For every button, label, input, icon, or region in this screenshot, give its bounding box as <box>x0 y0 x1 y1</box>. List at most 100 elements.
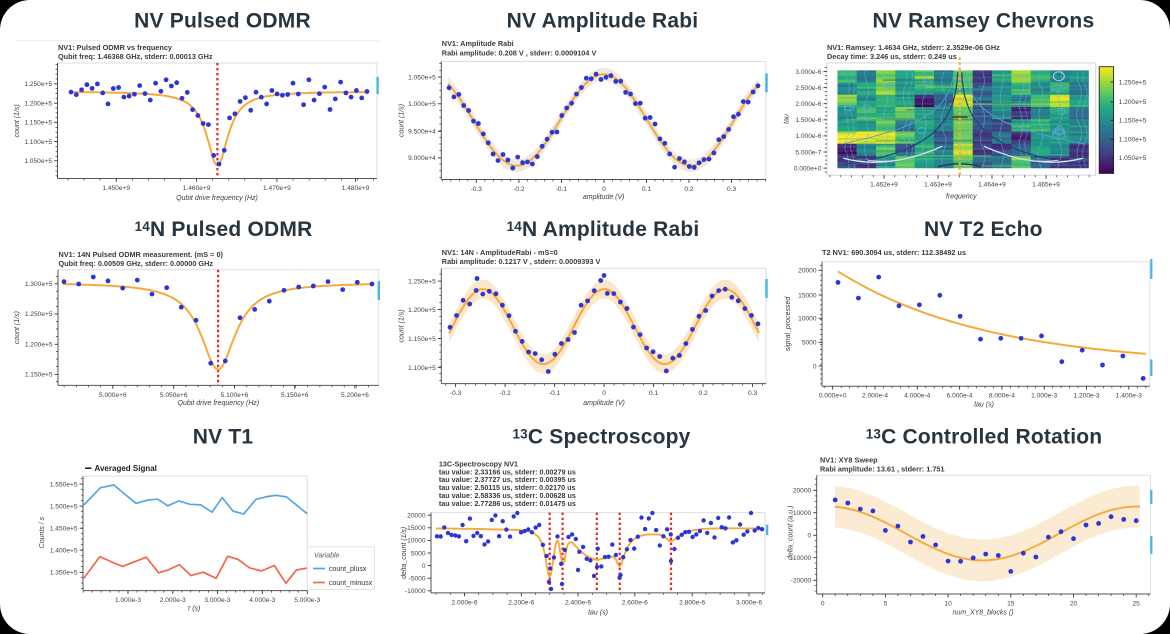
svg-text:5.100e+6: 5.100e+6 <box>221 392 249 399</box>
svg-text:15000: 15000 <box>798 292 817 299</box>
svg-text:2.000e-3: 2.000e-3 <box>160 597 186 604</box>
svg-text:25: 25 <box>1133 601 1141 608</box>
svg-text:1.000e-3: 1.000e-3 <box>1031 393 1057 400</box>
svg-text:NV T1: NV T1 <box>193 426 254 449</box>
svg-text:9.500e+4: 9.500e+4 <box>408 129 436 136</box>
svg-text:2.400e-6: 2.400e-6 <box>565 599 591 606</box>
svg-text:1.150e+5: 1.150e+5 <box>24 120 52 127</box>
svg-text:8.000e-4: 8.000e-4 <box>989 393 1015 400</box>
svg-text:0: 0 <box>808 533 812 540</box>
svg-text:-0.1: -0.1 <box>556 186 568 193</box>
svg-text:15000: 15000 <box>407 525 426 532</box>
svg-text:-0.1: -0.1 <box>549 390 561 397</box>
svg-text:5: 5 <box>884 601 888 608</box>
svg-text:NV1: 14N Pulsed ODMR measureme: NV1: 14N Pulsed ODMR measurement. (mS = … <box>59 250 224 259</box>
svg-text:-20000: -20000 <box>791 578 812 585</box>
svg-text:2.000e-4: 2.000e-4 <box>862 393 888 400</box>
svg-text:0: 0 <box>602 186 606 193</box>
svg-text:1.050e+5: 1.050e+5 <box>408 74 436 81</box>
svg-text:NV Ramsey Chevrons: NV Ramsey Chevrons <box>872 10 1094 33</box>
svg-text:Variable: Variable <box>314 553 340 560</box>
svg-text:5000: 5000 <box>411 550 426 557</box>
svg-text:1.100e+5: 1.100e+5 <box>1119 137 1147 144</box>
svg-text:-0.2: -0.2 <box>513 186 525 193</box>
svg-text:-5000: -5000 <box>409 576 426 583</box>
svg-text:-0.2: -0.2 <box>499 390 511 397</box>
svg-text:Qubit freq: 0.00509 GHz, stder: Qubit freq: 0.00509 GHz, stderr: 0.00000… <box>59 259 214 268</box>
svg-text:1.462e+9: 1.462e+9 <box>870 182 898 189</box>
svg-text:Rabi amplitude: 0.1217 V , std: Rabi amplitude: 0.1217 V , stderr: 0.000… <box>442 257 601 266</box>
svg-text:3.000e-3: 3.000e-3 <box>204 597 230 604</box>
svg-text:10000: 10000 <box>798 316 817 323</box>
svg-text:0.2: 0.2 <box>699 390 708 397</box>
svg-text:signal_processed: signal_processed <box>785 296 792 352</box>
svg-text:frequency: frequency <box>946 194 977 201</box>
svg-text:10000: 10000 <box>407 538 426 545</box>
svg-text:1.400e+5: 1.400e+5 <box>50 548 78 555</box>
svg-text:delta_count (1/s): delta_count (1/s) <box>401 527 408 579</box>
svg-text:1.250e+5: 1.250e+5 <box>24 81 52 88</box>
svg-text:1.100e+5: 1.100e+5 <box>24 139 52 146</box>
svg-text:tau value: 2.58336 us, stderr:: tau value: 2.58336 us, stderr: 0.00628 u… <box>439 491 576 500</box>
svg-text:0: 0 <box>821 601 825 608</box>
svg-text:5000: 5000 <box>802 340 817 347</box>
svg-text:20000: 20000 <box>793 488 812 495</box>
svg-text:Averaged Signal: Averaged Signal <box>95 464 157 473</box>
svg-text:0.000e+0: 0.000e+0 <box>794 165 822 172</box>
svg-text:0: 0 <box>813 363 817 370</box>
svg-text:4.000e-4: 4.000e-4 <box>904 393 930 400</box>
svg-text:Qubit freq: 1.46368 GHz, stder: Qubit freq: 1.46368 GHz, stderr: 0.00013… <box>58 52 213 61</box>
svg-text:0.1: 0.1 <box>649 390 658 397</box>
svg-text:13C-Spectroscopy NV1: 13C-Spectroscopy NV1 <box>439 460 518 469</box>
svg-text:1.150e+5: 1.150e+5 <box>25 372 53 379</box>
svg-text:0: 0 <box>602 390 606 397</box>
svg-text:NV Pulsed ODMR: NV Pulsed ODMR <box>134 10 311 33</box>
svg-text:delta_count (a.u.): delta_count (a.u.) <box>788 506 795 560</box>
svg-text:1.250e+5: 1.250e+5 <box>1119 79 1147 86</box>
svg-text:num_XY8_blocks (): num_XY8_blocks () <box>952 610 1013 617</box>
svg-text:1.200e+5: 1.200e+5 <box>1119 99 1147 106</box>
svg-text:1.460e+9: 1.460e+9 <box>183 185 211 192</box>
svg-text:1.470e+9: 1.470e+9 <box>263 185 291 192</box>
svg-text:1.200e+5: 1.200e+5 <box>24 101 52 108</box>
svg-text:count (1/s): count (1/s) <box>399 104 406 137</box>
svg-text:tau (s): tau (s) <box>974 401 994 408</box>
svg-text:2.000e-6: 2.000e-6 <box>795 101 821 108</box>
svg-text:5.000e+6: 5.000e+6 <box>99 392 127 399</box>
svg-text:NV T2 Echo: NV T2 Echo <box>924 218 1043 241</box>
svg-text:2.200e-6: 2.200e-6 <box>508 599 534 606</box>
svg-text:5.150e+6: 5.150e+6 <box>281 392 309 399</box>
svg-text:NV1: Amplitude Rabi: NV1: Amplitude Rabi <box>442 39 514 48</box>
svg-text:1.100e+5: 1.100e+5 <box>408 365 436 372</box>
svg-text:tau value: 2.77286 us, stderr:: tau value: 2.77286 us, stderr: 0.01475 u… <box>439 499 576 508</box>
svg-text:1.550e+5: 1.550e+5 <box>50 481 78 488</box>
svg-text:0.3: 0.3 <box>748 390 757 397</box>
svg-text:1.465e+9: 1.465e+9 <box>1032 182 1060 189</box>
svg-text:1.250e+5: 1.250e+5 <box>408 278 436 285</box>
svg-text:1.200e+5: 1.200e+5 <box>408 307 436 314</box>
svg-text:1.000e-3: 1.000e-3 <box>115 597 141 604</box>
svg-text:Qubit drive frequency (Hz): Qubit drive frequency (Hz) <box>178 400 260 407</box>
svg-text:20000: 20000 <box>407 513 426 520</box>
svg-text:1.200e+5: 1.200e+5 <box>25 342 53 349</box>
svg-text:Counts / s: Counts / s <box>39 516 46 548</box>
svg-text:-0.3: -0.3 <box>450 390 462 397</box>
svg-text:2.500e-6: 2.500e-6 <box>795 85 821 92</box>
svg-text:0: 0 <box>422 563 426 570</box>
svg-text:1.150e+5: 1.150e+5 <box>1119 118 1147 125</box>
svg-text:1.300e+5: 1.300e+5 <box>25 281 53 288</box>
svg-text:count_plusx: count_plusx <box>329 566 367 573</box>
svg-text:1.000e+5: 1.000e+5 <box>408 101 436 108</box>
svg-text:13C Spectroscopy: 13C Spectroscopy <box>512 426 690 449</box>
svg-text:2.000e-6: 2.000e-6 <box>451 599 477 606</box>
svg-text:1.400e-3: 1.400e-3 <box>1116 393 1142 400</box>
svg-text:1.200e-3: 1.200e-3 <box>1073 393 1099 400</box>
svg-text:2.800e-6: 2.800e-6 <box>679 599 705 606</box>
svg-text:1.250e+5: 1.250e+5 <box>25 311 53 318</box>
svg-text:T2 NV1: 690.3094 us, stderr: 1: T2 NV1: 690.3094 us, stderr: 112.38492 u… <box>822 248 966 257</box>
svg-text:0.000e+0: 0.000e+0 <box>819 393 847 400</box>
svg-text:-10000: -10000 <box>791 555 812 562</box>
svg-text:count_minusx: count_minusx <box>329 580 373 587</box>
svg-text:1.463e+9: 1.463e+9 <box>924 182 952 189</box>
svg-text:2.600e-6: 2.600e-6 <box>622 599 648 606</box>
